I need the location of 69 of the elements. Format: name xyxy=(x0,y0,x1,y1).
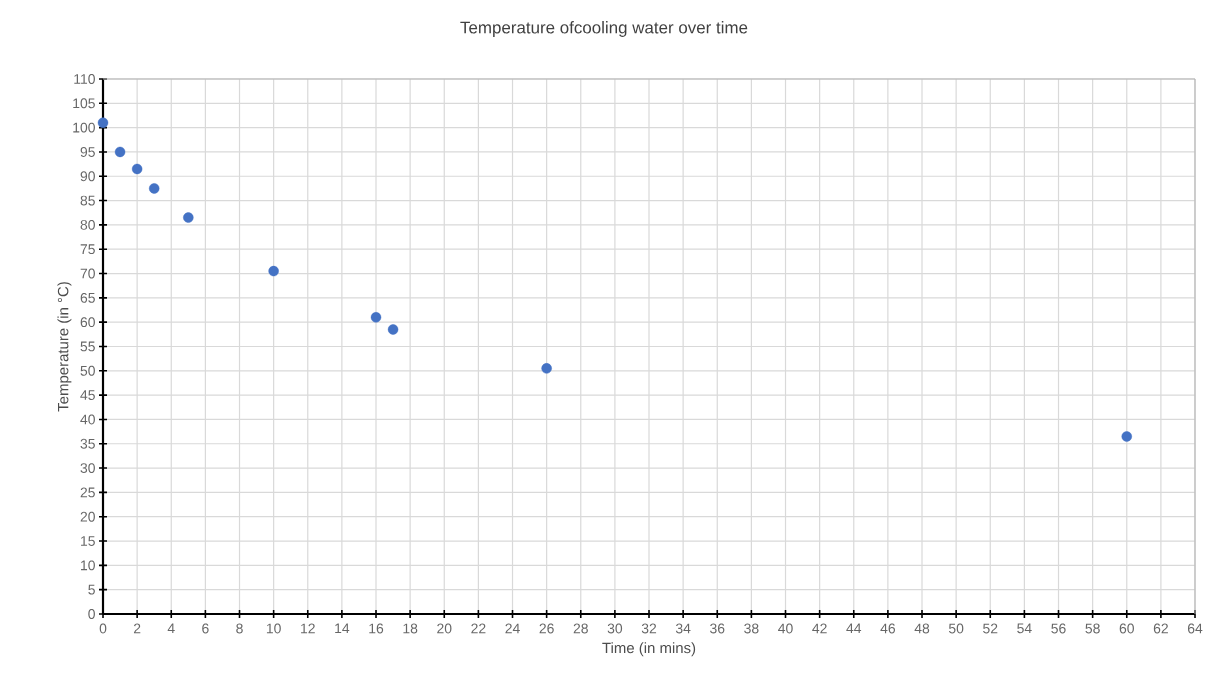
y-tick-label: 105 xyxy=(73,98,95,109)
x-tick-label: 32 xyxy=(641,623,657,634)
x-tick-label: 2 xyxy=(133,623,141,634)
y-tick-label: 75 xyxy=(80,244,95,255)
y-tick-label: 40 xyxy=(80,414,95,425)
point xyxy=(131,163,143,175)
x-tick-label: 50 xyxy=(948,623,964,634)
x-tick-label: 24 xyxy=(505,623,520,634)
y-tick-label: 70 xyxy=(80,268,95,279)
chart-title: Temperature ofcooling water over time xyxy=(460,21,748,37)
point xyxy=(541,363,552,374)
y-tick-label: 45 xyxy=(80,390,95,400)
x-tick-label: 14 xyxy=(335,623,350,634)
y-tick-label: 95 xyxy=(80,146,95,157)
x-tick-label: 56 xyxy=(1051,623,1066,634)
x-tick-label: 58 xyxy=(1085,623,1100,634)
x-tick-label: 0 xyxy=(99,623,107,634)
point xyxy=(1121,431,1132,442)
y-tick-label: 100 xyxy=(73,122,95,133)
y-tick-label: 35 xyxy=(80,438,95,449)
y-tick-label: 15 xyxy=(81,536,95,546)
point xyxy=(268,265,279,277)
x-tick-label: 10 xyxy=(266,623,281,634)
x-tick-label: 16 xyxy=(369,623,384,634)
y-tick-label: 0 xyxy=(88,609,95,619)
y-axis-title: Temperature (in °C) xyxy=(57,282,72,412)
x-tick-label: 4 xyxy=(167,623,175,634)
x-tick-label: 12 xyxy=(301,623,315,634)
x-tick-label: 28 xyxy=(573,623,588,634)
x-tick-label: 22 xyxy=(471,623,486,634)
x-tick-label: 18 xyxy=(403,623,418,634)
x-tick-label: 36 xyxy=(710,623,725,634)
x-tick-label: 30 xyxy=(607,623,623,634)
y-tick-label: 65 xyxy=(80,292,95,303)
point xyxy=(387,324,399,335)
y-tick-label: 20 xyxy=(80,511,95,522)
x-tick-label: 60 xyxy=(1119,623,1134,634)
x-tick-label: 6 xyxy=(202,623,209,634)
x-tick-label: 44 xyxy=(846,623,862,634)
x-tick-label: 62 xyxy=(1153,623,1168,634)
x-tick-label: 48 xyxy=(914,623,930,634)
point xyxy=(183,212,194,223)
y-tick-label: 30 xyxy=(80,463,95,474)
x-tick-label: 34 xyxy=(675,623,691,634)
point xyxy=(97,117,109,128)
x-tick-label: 54 xyxy=(1017,623,1032,634)
y-tick-label: 60 xyxy=(80,317,95,328)
y-tick-label: 110 xyxy=(74,74,95,84)
x-tick-label: 26 xyxy=(539,623,554,634)
x-tick-label: 38 xyxy=(744,623,759,634)
x-tick-label: 20 xyxy=(437,623,452,634)
y-tick-label: 10 xyxy=(81,560,95,571)
x-tick-label: 52 xyxy=(983,623,998,634)
y-tick-label: 80 xyxy=(80,219,95,230)
x-tick-label: 40 xyxy=(778,623,793,634)
y-tick-label: 55 xyxy=(80,341,95,352)
y-tick-label: 50 xyxy=(80,365,95,376)
y-tick-label: 25 xyxy=(80,487,95,498)
y-tick-label: 90 xyxy=(80,171,95,182)
x-tick-label: 64 xyxy=(1187,623,1203,634)
point xyxy=(149,183,160,194)
y-tick-label: 85 xyxy=(80,195,95,206)
y-tick-label: 5 xyxy=(88,584,95,595)
x-axis-title: Time (in mins) xyxy=(602,642,696,657)
x-tick-label: 8 xyxy=(236,623,243,634)
point xyxy=(114,146,126,158)
x-tick-label: 42 xyxy=(812,623,827,634)
x-tick-label: 46 xyxy=(880,623,896,634)
point xyxy=(370,312,382,323)
